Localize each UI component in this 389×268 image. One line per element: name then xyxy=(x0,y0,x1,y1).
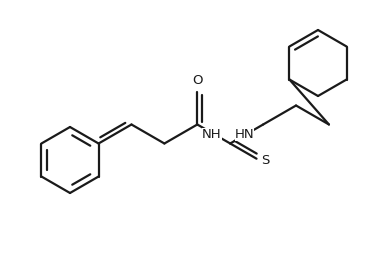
Text: NH: NH xyxy=(202,128,222,140)
Text: O: O xyxy=(192,74,203,87)
Text: HN: HN xyxy=(235,128,254,140)
Text: S: S xyxy=(261,154,270,167)
